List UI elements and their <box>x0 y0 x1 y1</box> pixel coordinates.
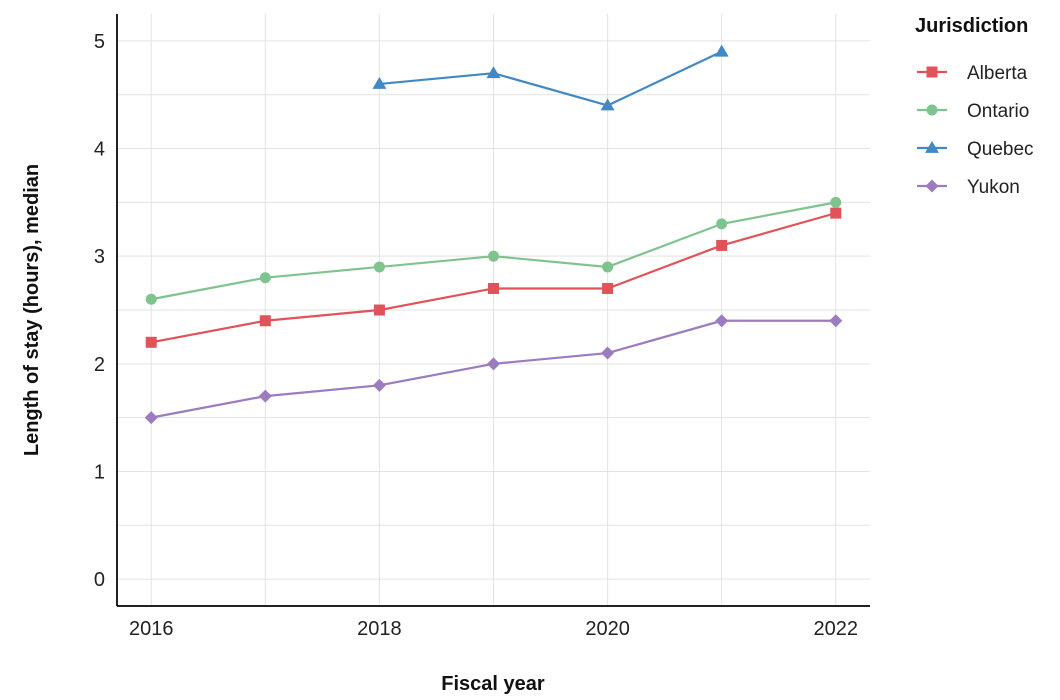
legend-swatch-marker <box>926 66 938 78</box>
legend-swatch-marker <box>926 104 938 116</box>
y-axis-title: Length of stay (hours), median <box>21 164 43 456</box>
legend-item-quebec: Quebec <box>917 139 1034 160</box>
x-axis-ticks: 2016 2018 2020 2022 <box>129 618 858 640</box>
data-point-yukon <box>601 346 615 360</box>
y-tick-label: 5 <box>94 31 105 53</box>
data-point-ontario <box>830 196 842 208</box>
data-point-ontario <box>259 272 271 284</box>
data-point-ontario <box>488 250 499 262</box>
data-point-ontario <box>373 261 385 273</box>
legend-item-alberta: Alberta <box>917 63 1028 84</box>
legend-label-quebec: Quebec <box>967 139 1034 160</box>
legend-swatch-marker <box>925 179 939 193</box>
x-tick-label: 2022 <box>814 618 859 640</box>
gridlines <box>117 14 870 606</box>
legend-label-yukon: Yukon <box>967 177 1020 198</box>
data-point-yukon <box>258 389 272 403</box>
data-point-yukon <box>372 378 386 392</box>
legend-label-ontario: Ontario <box>967 101 1029 122</box>
data-point-alberta <box>602 282 614 294</box>
data-point-quebec <box>486 66 501 79</box>
data-point-quebec <box>372 76 387 89</box>
y-tick-label: 0 <box>94 569 105 591</box>
data-point-yukon <box>715 314 729 328</box>
data-point-ontario <box>602 261 614 273</box>
y-tick-label: 3 <box>94 246 105 268</box>
x-tick-label: 2018 <box>357 618 402 640</box>
legend-swatch-marker <box>925 141 939 153</box>
data-point-alberta <box>488 282 499 294</box>
data-point-alberta <box>373 304 385 316</box>
series-ontario <box>145 196 842 305</box>
data-point-yukon <box>487 357 500 371</box>
data-point-yukon <box>829 314 843 328</box>
legend-title: Jurisdiction <box>915 15 1028 37</box>
series-yukon <box>144 314 843 425</box>
data-point-alberta <box>830 207 842 219</box>
data-point-alberta <box>145 336 157 348</box>
legend: Jurisdiction Alberta Ontario Quebec Yukon <box>915 15 1034 198</box>
series-quebec <box>372 44 729 111</box>
axes <box>116 14 870 607</box>
data-point-ontario <box>145 293 157 305</box>
x-tick-label: 2016 <box>129 618 174 640</box>
data-point-ontario <box>716 218 728 230</box>
y-tick-label: 2 <box>94 354 105 376</box>
x-tick-label: 2020 <box>585 618 630 640</box>
y-tick-label: 4 <box>94 139 105 161</box>
legend-item-ontario: Ontario <box>917 101 1029 122</box>
data-point-yukon <box>144 411 158 425</box>
data-point-alberta <box>259 315 271 327</box>
data-point-alberta <box>716 239 728 251</box>
series-alberta <box>145 207 842 348</box>
data-point-quebec <box>600 98 615 111</box>
data-point-quebec <box>714 44 729 57</box>
y-axis-ticks: 0 1 2 3 4 5 <box>94 31 105 591</box>
y-tick-label: 1 <box>94 461 105 483</box>
series-line-quebec <box>379 50 723 107</box>
legend-item-yukon: Yukon <box>917 177 1020 198</box>
x-axis-title: Fiscal year <box>441 673 545 695</box>
legend-label-alberta: Alberta <box>967 63 1028 84</box>
series-layer <box>144 44 843 425</box>
